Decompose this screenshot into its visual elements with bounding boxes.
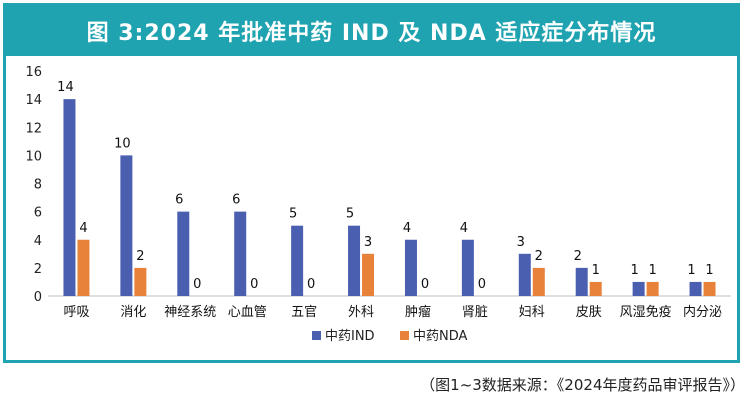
source-note: （图1~3数据来源：《2024年度药品审评报告》）: [420, 376, 745, 394]
chart-frame: 图 3:2024 年批准中药 IND 及 NDA 适应症分布情况 0 2 4 6 8 10…: [3, 3, 740, 363]
legend-label: 中药IND: [325, 329, 375, 344]
y-tick-label: 12: [25, 121, 42, 136]
data-label: 4: [460, 221, 468, 236]
y-tick-label: 2: [34, 262, 42, 277]
bar-nda: [77, 239, 90, 296]
data-label: 10: [114, 136, 131, 151]
y-tick-label: 16: [25, 65, 42, 80]
data-label: 2: [136, 249, 144, 264]
category-label: 肿瘤: [405, 304, 431, 320]
category-label: 肾脏: [462, 305, 488, 320]
bar-ind: [291, 225, 304, 296]
chart-title: 图 3:2024 年批准中药 IND 及 NDA 适应症分布情况: [6, 6, 737, 56]
y-tick-label: 14: [25, 93, 42, 108]
y-tick-label: 8: [34, 178, 42, 193]
bar-nda: [646, 281, 659, 296]
data-label: 0: [250, 277, 258, 292]
bar-ind: [120, 155, 133, 296]
bar-ind: [404, 239, 417, 296]
bar-nda: [362, 253, 375, 296]
y-tick-label: 0: [34, 290, 42, 305]
bar-ind: [575, 267, 588, 296]
data-label: 0: [478, 277, 486, 292]
legend-label: 中药NDA: [413, 329, 468, 344]
category-label: 内分泌: [683, 304, 722, 320]
data-label: 0: [307, 277, 315, 292]
data-label: 2: [574, 249, 582, 264]
y-tick-label: 10: [25, 149, 42, 164]
bar-ind: [177, 211, 190, 296]
data-label: 3: [364, 235, 372, 250]
bar-ind: [632, 281, 645, 296]
data-label: 0: [193, 277, 201, 292]
category-label: 五官: [291, 304, 317, 320]
data-label: 5: [289, 207, 297, 222]
category-label: 风湿免疫: [620, 304, 672, 320]
data-label: 6: [175, 193, 183, 208]
legend-swatch-nda: [400, 331, 409, 340]
category-label: 神经系统: [164, 305, 216, 320]
data-label: 1: [630, 263, 638, 278]
data-label: 4: [403, 221, 411, 236]
bar-ind: [63, 99, 76, 296]
bar-nda: [703, 281, 716, 296]
data-label: 0: [421, 277, 429, 292]
data-label: 1: [648, 263, 656, 278]
category-label: 呼吸: [63, 305, 89, 320]
category-label: 皮肤: [576, 305, 602, 320]
bar-nda: [134, 267, 147, 296]
y-tick-label: 6: [34, 206, 42, 221]
category-label: 妇科: [519, 304, 545, 320]
bar-ind: [461, 239, 474, 296]
bar-nda: [532, 267, 545, 296]
category-label: 心血管: [228, 305, 267, 320]
data-label: 2: [535, 249, 543, 264]
bar-chart: 0246810121416144呼吸102消化60神经系统60心血管50五官53…: [25, 65, 731, 344]
legend-swatch-ind: [312, 331, 321, 340]
data-label: 3: [517, 235, 525, 250]
bar-ind: [348, 225, 361, 296]
data-label: 5: [346, 207, 354, 222]
data-label: 1: [705, 263, 713, 278]
category-label: 消化: [120, 305, 146, 320]
bar-ind: [689, 281, 702, 296]
data-label: 4: [79, 221, 87, 236]
category-label: 外科: [348, 305, 374, 320]
data-label: 6: [232, 193, 240, 208]
bar-nda: [589, 281, 602, 296]
data-label: 1: [687, 263, 695, 278]
bar-ind: [518, 253, 531, 296]
data-label: 14: [57, 80, 74, 95]
bar-ind: [234, 211, 247, 296]
y-tick-label: 4: [34, 234, 42, 249]
data-label: 1: [592, 263, 600, 278]
